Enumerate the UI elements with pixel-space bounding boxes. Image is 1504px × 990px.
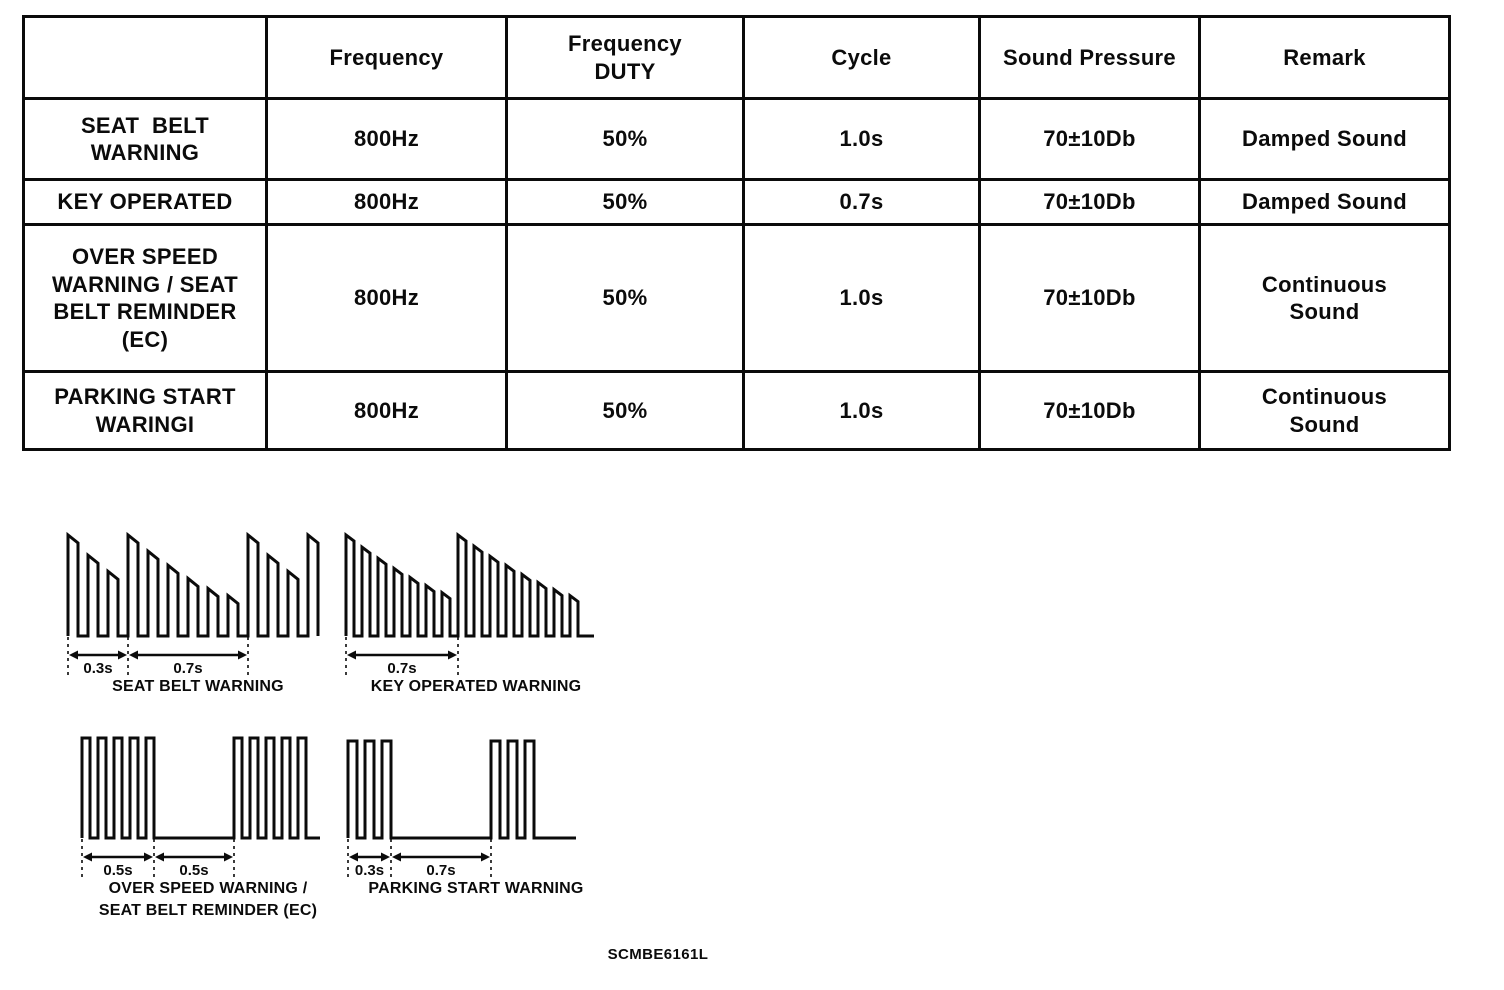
over-speed-warning-waveform-plot: 0.5s 0.5s — [80, 736, 320, 879]
table-row-over-speed-warning: OVER SPEED WARNING / SEAT BELT REMINDER … — [22, 223, 1451, 373]
parking-start-warning-waveform-plot: 0.3s 0.7s — [346, 739, 576, 879]
svg-text:0.7s: 0.7s — [426, 862, 455, 879]
cell-frequency: 800Hz — [265, 178, 508, 226]
svg-text:0.7s: 0.7s — [387, 660, 416, 677]
cell-cycle: 0.7s — [742, 178, 981, 226]
cell-remark: Damped Sound — [1198, 97, 1451, 181]
cell-sound-pressure: 70±10Db — [978, 178, 1201, 226]
col-header-cycle: Cycle — [742, 15, 981, 100]
cell-frequency: 800Hz — [265, 370, 508, 451]
table-row-key-operated: KEY OPERATED 800Hz 50% 0.7s 70±10Db Damp… — [22, 178, 1451, 226]
row-label: SEAT BELT WARNING — [22, 97, 268, 181]
svg-text:0.3s: 0.3s — [355, 862, 384, 879]
figure-over-speed-warning: 0.5s 0.5s OVER SPEED WARNING / SEAT BELT … — [72, 726, 372, 921]
svg-text:0.5s: 0.5s — [103, 862, 132, 879]
table-header-row: Frequency Frequency DUTY Cycle Sound Pre… — [22, 15, 1451, 100]
cell-remark: Continuous Sound — [1198, 370, 1451, 451]
cell-duty: 50% — [505, 223, 745, 373]
seat-belt-warning-waveform-plot: 0.3s 0.7s — [66, 531, 320, 677]
svg-text:0.3s: 0.3s — [83, 660, 112, 677]
figure-code: SCMBE6161L — [607, 946, 709, 963]
table-row-parking-start-warning: PARKING START WARINGI 800Hz 50% 1.0s 70±… — [22, 370, 1451, 451]
waveform-caption: PARKING START WARNING — [368, 880, 584, 897]
cell-sound-pressure: 70±10Db — [978, 370, 1201, 451]
col-header-frequency-duty: Frequency DUTY — [505, 15, 745, 100]
cell-sound-pressure: 70±10Db — [978, 223, 1201, 373]
cell-duty: 50% — [505, 97, 745, 181]
waveform-caption: OVER SPEED WARNING / SEAT BELT REMINDER … — [98, 880, 318, 919]
col-header-frequency: Frequency — [265, 15, 508, 100]
cell-cycle: 1.0s — [742, 97, 981, 181]
row-label: PARKING START WARINGI — [22, 370, 268, 451]
svg-text:0.7s: 0.7s — [173, 660, 202, 677]
cell-sound-pressure: 70±10Db — [978, 97, 1201, 181]
cell-remark: Continuous Sound — [1198, 223, 1451, 373]
figure-seat-belt-warning: 0.3s 0.7s SEAT BELT WARNING — [62, 524, 362, 698]
row-label: OVER SPEED WARNING / SEAT BELT REMINDER … — [22, 223, 268, 373]
svg-text:0.5s: 0.5s — [179, 862, 208, 879]
buzzer-spec-table: Frequency Frequency DUTY Cycle Sound Pre… — [22, 15, 1451, 451]
table-row-seat-belt-warning: SEAT BELT WARNING 800Hz 50% 1.0s 70±10Db… — [22, 97, 1451, 181]
cell-cycle: 1.0s — [742, 370, 981, 451]
cell-frequency: 800Hz — [265, 223, 508, 373]
key-operated-warning-waveform-plot: 0.7s — [344, 532, 594, 677]
col-header-sound-pressure: Sound Pressure — [978, 15, 1201, 100]
figure-parking-start-warning: 0.3s 0.7s PARKING START WARNING — [340, 726, 640, 900]
row-label: KEY OPERATED — [22, 178, 268, 226]
cell-duty: 50% — [505, 178, 745, 226]
waveform-caption: SEAT BELT WARNING — [112, 678, 284, 695]
cell-frequency: 800Hz — [265, 97, 508, 181]
col-header-blank — [22, 15, 268, 100]
figure-key-operated-warning: 0.7s KEY OPERATED WARNING — [340, 524, 640, 698]
cell-remark: Damped Sound — [1198, 178, 1451, 226]
cell-duty: 50% — [505, 370, 745, 451]
col-header-remark: Remark — [1198, 15, 1451, 100]
cell-cycle: 1.0s — [742, 223, 981, 373]
waveform-caption: KEY OPERATED WARNING — [370, 678, 582, 695]
